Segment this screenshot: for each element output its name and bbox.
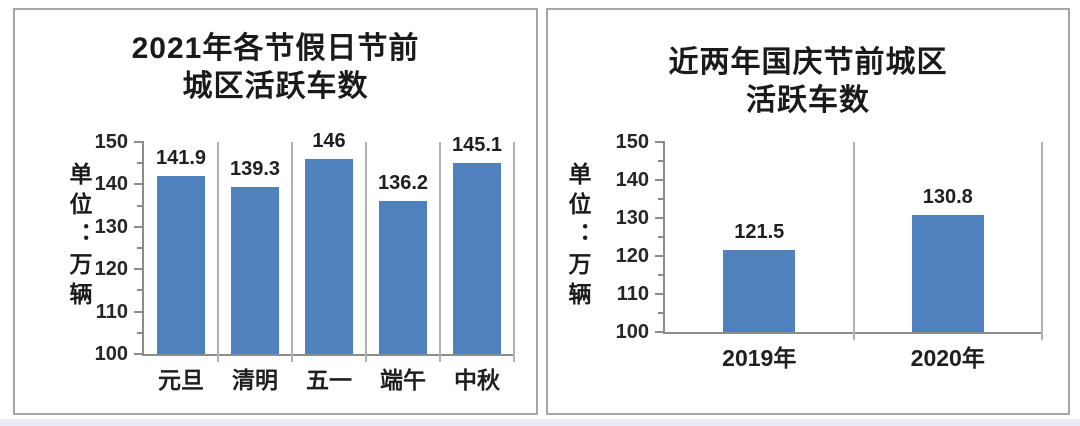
category-separator-line: [513, 142, 515, 362]
y-tick-label: 150: [615, 131, 649, 153]
x-category-label: 2020年: [910, 345, 985, 371]
category-separator-line: [291, 142, 293, 362]
y-major-tick: [134, 353, 142, 355]
y-minor-tick: [137, 162, 142, 165]
y-axis-line: [142, 141, 144, 355]
bar-value-label: 141.9: [155, 147, 207, 170]
chart-bar: [230, 187, 280, 354]
chart-bar: [723, 250, 796, 332]
y-major-tick: [655, 331, 663, 333]
bar-value-label: 130.8: [922, 185, 973, 208]
y-axis-line: [663, 141, 665, 333]
y-major-tick: [134, 310, 142, 313]
y-major-tick: [655, 179, 663, 181]
y-major-tick: [134, 183, 142, 186]
chart-panel-2021-holidays: 2021年各节假日节前 城区活跃车数 单位：万辆 100 110 120 130 140…: [13, 8, 538, 415]
x-category-label: 清明: [232, 367, 278, 393]
chart-bar: [156, 176, 206, 354]
x-category-label: 五一: [306, 367, 352, 393]
y-minor-tick: [658, 198, 663, 200]
y-major-tick: [655, 217, 663, 219]
bar-chart-plot: 100 110 120 130 140 150 141.9 元旦 139.3 清明 146 五一 136…: [95, 130, 515, 393]
y-tick-label: 110: [95, 300, 128, 323]
category-separator-line: [1041, 142, 1043, 340]
category-separator-line: [439, 142, 441, 362]
x-category-label: 2019年: [722, 345, 797, 371]
x-category-label: 端午: [380, 367, 426, 393]
x-category-label: 元旦: [158, 367, 204, 393]
y-major-tick: [134, 268, 142, 271]
chart-title-line-1: 近两年国庆节前城区: [668, 46, 948, 79]
category-separator-line: [217, 142, 219, 362]
y-tick-label: 100: [94, 343, 128, 365]
chart-bar: [378, 200, 428, 354]
y-major-tick: [655, 293, 663, 295]
y-major-tick: [655, 141, 663, 143]
y-minor-tick: [658, 274, 663, 276]
y-minor-tick: [137, 247, 142, 249]
y-tick-label: 150: [94, 131, 128, 153]
bar-value-label: 121.5: [734, 221, 785, 244]
y-tick-label: 140: [94, 173, 128, 196]
y-minor-tick: [658, 160, 663, 162]
y-minor-tick: [658, 236, 663, 238]
bar-value-label: 145.1: [451, 133, 503, 156]
bar-chart-plot: 100 110 120 130 140 150 121.5 2019年 130.8 2020年: [616, 131, 1043, 371]
chart-title-line-1: 2021年各节假日节前: [131, 32, 420, 65]
y-axis-unit-label: 单位：万辆: [66, 162, 92, 312]
bar-value-label: 136.2: [377, 171, 429, 194]
y-tick-label: 130: [615, 207, 649, 229]
y-major-tick: [655, 255, 663, 257]
bar-value-label: 139.3: [229, 158, 281, 181]
chart-title-line-2: 城区活跃车数: [182, 70, 369, 103]
y-tick-label: 110: [616, 283, 649, 305]
y-tick-label: 130: [94, 215, 128, 238]
y-tick-label: 120: [615, 245, 649, 267]
y-axis-unit-label: 单位：万辆: [565, 162, 591, 312]
chart-title: 近两年国庆节前城区 活跃车数: [548, 44, 1068, 120]
y-tick-label: 120: [94, 258, 128, 281]
y-tick-label: 140: [615, 169, 649, 191]
chart-title: 2021年各节假日节前 城区活跃车数: [15, 30, 536, 106]
y-minor-tick: [137, 289, 142, 292]
y-major-tick: [134, 141, 142, 143]
chart-bar: [304, 158, 354, 354]
x-category-label: 中秋: [454, 367, 500, 393]
chart-panel-national-day: 近两年国庆节前城区 活跃车数 单位：万辆 100 110 120 130 140 150 1…: [546, 8, 1070, 415]
chart-bar: [911, 214, 984, 332]
y-tick-label: 100: [615, 321, 649, 343]
category-separator-line: [852, 142, 855, 340]
y-minor-tick: [137, 331, 142, 334]
y-minor-tick: [658, 312, 663, 314]
y-minor-tick: [137, 204, 142, 207]
bar-value-label: 146: [312, 129, 346, 152]
chart-bar: [452, 162, 502, 354]
chart-title-line-2: 活跃车数: [746, 84, 870, 117]
y-major-tick: [134, 225, 142, 228]
category-separator-line: [365, 142, 367, 362]
page-bottom-strip: [0, 419, 1080, 426]
x-axis-line: [142, 354, 514, 356]
